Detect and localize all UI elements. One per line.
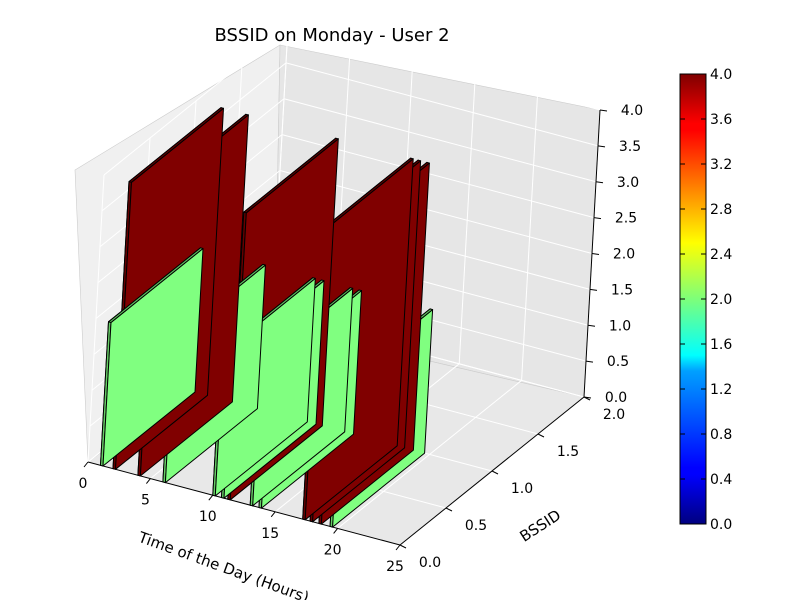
grid-line (103, 26, 289, 176)
x-tick-label: 5 (141, 493, 150, 509)
bar-top-face (243, 137, 339, 214)
grid-line (287, 26, 601, 111)
bars (100, 107, 434, 528)
z-tick (599, 109, 608, 112)
z-tick-label: 4.0 (621, 103, 643, 119)
colorbar-tick-label: 0.8 (710, 427, 732, 443)
bar-top-face (108, 247, 204, 323)
x-tick-label: 25 (386, 559, 404, 575)
z-tick-label: 1.5 (611, 282, 633, 298)
y-axis-label: BSSID (516, 506, 564, 546)
z-tick (593, 217, 602, 220)
y-tick (491, 470, 499, 475)
x-tick (83, 461, 89, 468)
y-tick (537, 433, 545, 438)
z-tick (595, 181, 604, 184)
x-tick (333, 528, 338, 534)
x-tick (395, 544, 401, 551)
x-tick (270, 511, 276, 518)
y-tick (399, 544, 407, 549)
x-tick-label: 20 (324, 542, 342, 558)
y-tick-label: 2.0 (603, 407, 625, 423)
z-tick-label: 2.5 (615, 211, 637, 227)
z-tick-label: 3.0 (617, 175, 639, 191)
colorbar-tick-label: 2.0 (710, 292, 732, 308)
y-tick-label: 0.5 (465, 518, 487, 534)
z-tick (597, 145, 606, 148)
z-tick (583, 396, 592, 399)
x-tick (208, 494, 214, 501)
z-tick-label: 0.0 (605, 390, 627, 406)
chart-title: BSSID on Monday - User 2 (214, 25, 449, 46)
colorbar-tick-label: 3.6 (710, 112, 732, 128)
colorbar-tick-label: 1.6 (710, 337, 732, 353)
z-tick (587, 324, 596, 327)
colorbar-ticks: 0.0 0.4 0.8 1.2 1.6 2.0 2.4 2.8 3.2 3.6 4.0 (680, 67, 732, 533)
grid-line (283, 98, 597, 183)
colorbar-tick-label: 0.4 (710, 472, 732, 488)
x-axis-label: Time of the Day (Hours) (135, 528, 311, 600)
z-tick (585, 360, 594, 363)
colorbar-tick-label: 2.8 (710, 202, 732, 218)
x-tick (146, 478, 151, 484)
y-tick-label: 1.5 (557, 444, 579, 460)
y-tick-label: 0.0 (419, 555, 441, 571)
colorbar-tick-label: 4.0 (710, 67, 732, 83)
x-tick-label: 10 (199, 509, 217, 525)
z-tick (591, 253, 600, 255)
bar (100, 247, 204, 467)
z-tick (589, 288, 598, 291)
z-tick-label: 1.0 (609, 318, 631, 334)
z-tick-label: 0.5 (607, 354, 629, 370)
x-tick-label: 15 (261, 526, 279, 542)
y-tick (445, 507, 453, 512)
grid-line (285, 62, 599, 147)
bar-top-face (128, 107, 224, 183)
colorbar-tick-label: 3.2 (710, 157, 732, 173)
z-tick-label: 3.5 (619, 139, 641, 155)
y-tick-label: 1.0 (511, 481, 533, 497)
colorbar-tick-label: 1.2 (710, 382, 732, 398)
z-tick-label: 2.0 (613, 247, 635, 263)
colorbar-tick-label: 0.0 (710, 517, 732, 533)
x-tick-label: 0 (79, 476, 88, 492)
colorbar-tick-label: 2.4 (710, 247, 732, 263)
